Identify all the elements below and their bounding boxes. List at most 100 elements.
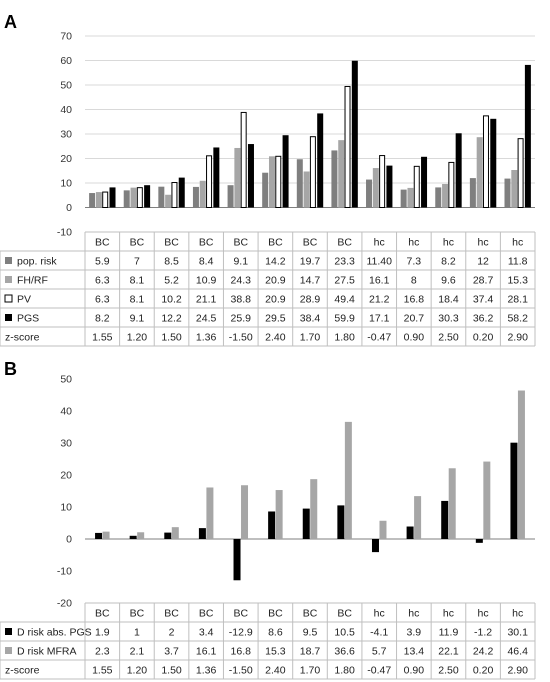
table-cell: 11.8 [508, 255, 528, 267]
table-cell: 9.1 [130, 312, 145, 324]
bar-pop-risk [504, 178, 511, 208]
bar-pv [240, 111, 247, 208]
table-cell: 6.3 [95, 293, 110, 305]
bar-pv [206, 155, 213, 208]
bar-d-risk-abs-pgs [164, 532, 172, 539]
table-cell: 59.9 [334, 312, 355, 324]
table-cell: 28.7 [473, 274, 494, 286]
y-tick-label: 50 [60, 80, 72, 92]
x-category-label: hc [443, 236, 454, 248]
x-category-label: hc [374, 236, 385, 248]
table-cell: 1.50 [161, 331, 182, 343]
bar-d-risk-abs-pgs [129, 535, 137, 539]
table-cell: 8.1 [130, 293, 145, 305]
table-cell: 16.1 [196, 645, 217, 657]
bar-pop-risk [158, 186, 165, 208]
bar-pv [517, 138, 524, 208]
table-cell: 16.8 [404, 293, 425, 305]
legend-key-pgs [5, 314, 12, 321]
table-cell: 7.3 [407, 255, 422, 267]
bar-pop-risk [123, 190, 130, 208]
table-cell: 16.1 [369, 274, 390, 286]
table-cell: 28.1 [507, 293, 528, 305]
bar-fh-rf [95, 192, 102, 208]
y-tick-label: 40 [60, 104, 72, 116]
table-cell: 0.90 [404, 331, 425, 343]
table-cell: 3.4 [199, 626, 214, 638]
table-cell: 1.9 [95, 626, 110, 638]
bar-d-risk-mfra [275, 490, 283, 539]
table-cell: 2.40 [265, 331, 286, 343]
panel-label-b: B [4, 359, 17, 379]
table-cell: 8 [411, 274, 417, 286]
bar-d-risk-abs-pgs [510, 442, 518, 539]
bar-pv [448, 161, 455, 208]
bar-pop-risk [435, 187, 442, 208]
x-category-label: BC [130, 607, 145, 619]
bar-pv [136, 187, 143, 209]
bar-pv [344, 85, 351, 208]
bar-pop-risk [89, 193, 96, 208]
bar-d-risk-abs-pgs [268, 511, 276, 539]
table-cell: 18.7 [300, 645, 321, 657]
bar-d-risk-mfra [483, 461, 491, 539]
legend-key-pv [4, 294, 13, 303]
y-tick-label: 20 [60, 470, 72, 482]
bar-pv [482, 115, 489, 208]
bar-d-risk-mfra [102, 531, 110, 539]
bar-fh-rf [199, 180, 206, 208]
bar-pv [171, 182, 178, 208]
y-tick-label: 50 [60, 374, 72, 386]
x-category-label: BC [95, 236, 110, 248]
bar-fh-rf [372, 168, 379, 208]
table-cell: 17.1 [369, 312, 390, 324]
table-cell: 0.20 [473, 664, 494, 676]
bar-d-risk-mfra [171, 527, 179, 539]
bar-fh-rf [338, 140, 345, 208]
y-tick-label: 30 [60, 129, 72, 141]
bar-pgs [386, 165, 393, 208]
table-cell: 1.36 [196, 664, 217, 676]
table-row-label: D risk abs. PGS [17, 626, 92, 638]
bar-pv [102, 191, 109, 208]
bar-pgs [351, 60, 358, 208]
table-cell: 12 [477, 255, 489, 267]
bar-pgs [490, 118, 497, 208]
bar-pop-risk [227, 185, 234, 208]
table-cell: 16.8 [231, 645, 252, 657]
table-cell: 2.50 [438, 664, 459, 676]
table-row-label: pop. risk [17, 255, 57, 267]
table-cell: 8.2 [95, 312, 110, 324]
y-tick-label: 70 [60, 31, 72, 43]
bar-pgs [213, 147, 220, 208]
bar-d-risk-abs-pgs [337, 505, 345, 539]
x-category-label: BC [164, 236, 179, 248]
bar-d-risk-mfra [344, 421, 352, 539]
table-cell: 9.6 [441, 274, 456, 286]
table-cell: 2.3 [95, 645, 110, 657]
table-cell: 2 [169, 626, 175, 638]
bar-d-risk-mfra [310, 479, 318, 539]
table-cell: 1.55 [92, 331, 113, 343]
chart-panel-a: -10 0 10 20 30 40 50 60 70 BC BC BC BC BC BC BC BC hc hc hc… [0, 31, 536, 347]
x-category-label: hc [408, 607, 419, 619]
table-cell: -1.2 [474, 626, 492, 638]
y-tick-label: 40 [60, 406, 72, 418]
bar-pop-risk [469, 178, 476, 208]
bar-d-risk-abs-pgs [406, 526, 414, 539]
table-cell: 0.90 [404, 664, 425, 676]
x-category-label: BC [337, 236, 352, 248]
bar-d-risk-mfra [206, 487, 214, 539]
x-category-label: BC [233, 236, 248, 248]
table-row-label: PGS [17, 312, 39, 324]
y-tick-label: 0 [66, 534, 72, 546]
bar-pgs [282, 135, 289, 208]
table-cell: 1.80 [334, 331, 355, 343]
table-cell: 15.3 [265, 645, 286, 657]
table-cell: 5.7 [372, 645, 387, 657]
bar-pv [275, 155, 282, 209]
table-cell: 12.2 [161, 312, 182, 324]
x-category-label: hc [443, 607, 454, 619]
x-category-label: hc [408, 236, 419, 248]
y-tick-label: 10 [60, 178, 72, 190]
